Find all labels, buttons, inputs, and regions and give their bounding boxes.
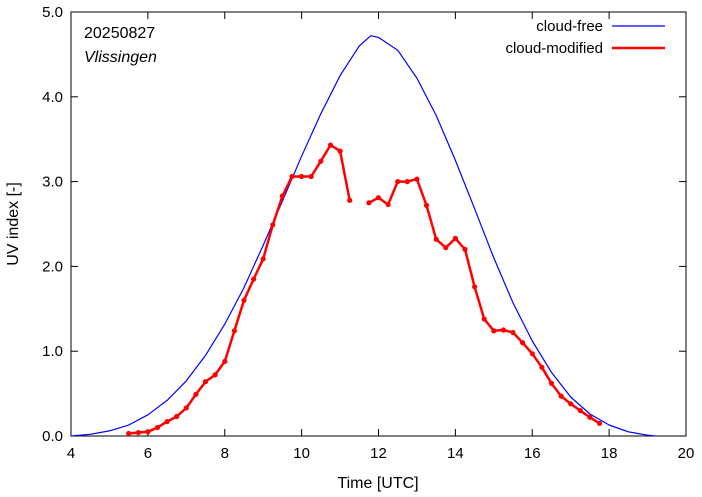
data-point-cloud-modified [481,316,487,322]
data-point-cloud-modified [366,200,372,206]
data-point-cloud-modified [375,195,382,201]
x-tick-label: 12 [370,445,387,462]
y-tick-label: 2.0 [42,258,63,275]
x-tick-label: 4 [67,445,75,462]
data-point-cloud-modified [520,340,526,346]
y-axis-title: UV index [-] [5,182,22,266]
data-point-cloud-modified [222,358,228,364]
data-point-cloud-modified [462,246,468,252]
series-layer [70,35,656,437]
data-point-cloud-modified [183,405,189,411]
data-point-cloud-modified [270,222,276,228]
y-tick-label: 5.0 [42,4,63,21]
y-tick-label: 3.0 [42,174,63,191]
data-point-cloud-modified [135,430,141,436]
x-tick-label: 8 [221,445,229,462]
data-point-cloud-modified [385,201,391,208]
data-point-cloud-modified [318,158,324,164]
data-point-cloud-modified [433,236,439,242]
data-point-cloud-modified [491,328,497,334]
data-point-cloud-modified [558,393,564,399]
data-point-cloud-modified [548,380,555,386]
plot-area-frame [70,11,687,437]
data-point-cloud-modified [452,235,458,241]
data-point-cloud-modified [529,351,535,357]
data-point-cloud-modified [202,379,209,385]
series-line-cloud-free [70,35,656,437]
legend-label-cloud-modified: cloud-modified [505,40,603,57]
data-point-cloud-modified [539,364,545,370]
data-point-cloud-modified [174,413,180,420]
data-point-cloud-modified [510,329,516,336]
annotation-date: 20250827 [84,25,155,42]
x-tick-label: 16 [524,445,541,462]
data-point-cloud-modified [395,179,401,185]
data-point-cloud-modified [154,424,161,431]
data-point-cloud-modified [472,284,478,290]
series-line-cloud-modified [368,177,601,425]
data-point-cloud-modified [299,173,305,180]
data-point-cloud-modified [347,197,353,203]
data-point-cloud-modified [145,429,151,435]
data-point-cloud-modified [596,420,603,426]
x-tick-label: 10 [293,445,310,462]
data-point-cloud-modified [126,430,132,437]
y-tick-label: 4.0 [42,89,63,106]
data-point-cloud-modified [289,173,295,180]
data-point-cloud-modified [212,372,218,378]
data-point-cloud-modified [587,414,593,420]
series-line-cloud-modified [128,143,351,435]
data-point-cloud-modified [164,419,170,425]
x-tick-label: 6 [144,445,152,462]
data-point-cloud-modified [279,193,285,199]
data-point-cloud-modified [500,327,506,333]
x-tick-label: 14 [447,445,464,462]
data-point-cloud-modified [337,148,343,154]
data-point-cloud-modified [193,391,199,397]
legend: cloud-free cloud-modified [505,18,665,57]
data-point-cloud-modified [231,328,237,334]
data-point-cloud-modified [423,202,430,208]
data-point-cloud-modified [404,179,410,185]
y-tick-label: 0.0 [42,428,63,445]
x-tick-label: 20 [678,445,695,462]
data-point-cloud-modified [241,297,247,303]
x-axis-title: Time [UTC] [337,475,418,492]
annotation-station: Vlissingen [84,49,157,66]
data-point-cloud-modified [577,408,583,414]
data-point-cloud-modified [443,245,449,251]
data-point-cloud-modified [260,256,266,262]
y-tick-label: 1.0 [42,343,63,360]
data-point-cloud-modified [327,142,334,148]
legend-label-cloud-free: cloud-free [536,18,603,35]
data-point-cloud-modified [568,401,574,407]
x-tick-label: 18 [601,445,618,462]
data-point-cloud-modified [414,176,420,182]
data-point-cloud-modified [251,276,257,282]
data-point-cloud-modified [308,173,314,180]
tick-marks [70,11,687,437]
